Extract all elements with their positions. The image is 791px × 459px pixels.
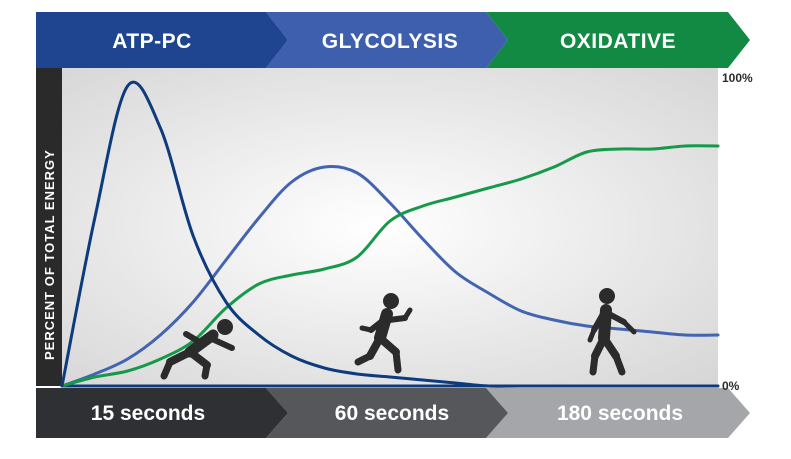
series-line-oxidative [60,144,720,388]
duration-arrow-60 [266,388,508,438]
runner-icon [354,293,413,374]
sprinter-icon [160,319,235,380]
duration-label-180: 180 seconds [557,402,683,425]
y-axis-label: PERCENT OF TOTAL ENERGY [42,149,57,360]
y-axis-bar [36,68,62,386]
duration-arrow-180 [486,388,750,438]
series-line-atp-pc [60,80,720,388]
phase-label-atp-pc: ATP-PC [112,30,192,53]
duration-label-15: 15 seconds [91,402,205,425]
duration-label-60: 60 seconds [335,402,449,425]
duration-arrow-15 [36,388,288,438]
y-tick-100: 100% [722,71,753,85]
phase-label-glycolysis: GLYCOLYSIS [322,30,459,53]
duration-footer: 15 seconds 60 seconds 180 seconds [36,388,750,438]
walker-icon [587,288,637,376]
phase-arrow-oxidative [486,12,750,68]
y-tick-0: 0% [722,379,740,393]
phase-label-oxidative: OXIDATIVE [560,30,676,53]
phase-arrow-glycolysis [266,12,508,68]
phase-header: ATP-PC GLYCOLYSIS OXIDATIVE [36,12,750,68]
phase-arrow-atp-pc [36,12,288,68]
